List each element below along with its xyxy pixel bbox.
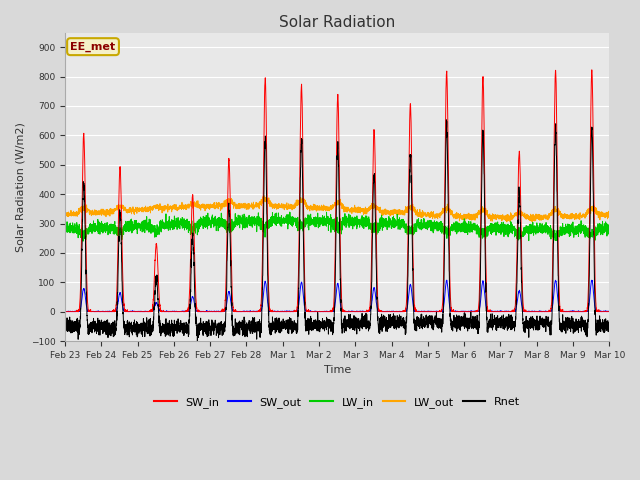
LW_out — [605, 208, 612, 214]
Rnet — [442, 117, 450, 123]
Line: LW_in: LW_in — [65, 212, 609, 241]
LW_out — [317, 204, 324, 210]
Rnet — [429, 318, 437, 324]
LW_out — [429, 214, 437, 219]
SW_in — [429, 309, 436, 314]
LW_in — [429, 227, 437, 232]
SW_out — [61, 309, 69, 314]
SW_out — [317, 309, 324, 314]
Title: Solar Radiation: Solar Radiation — [279, 15, 396, 30]
SW_in — [605, 309, 613, 314]
Rnet — [490, 320, 498, 326]
Rnet — [460, 321, 467, 327]
SW_in — [317, 309, 324, 314]
SW_in — [605, 309, 612, 314]
SW_out — [605, 309, 612, 314]
LW_in — [460, 227, 467, 232]
LW_out — [159, 204, 166, 210]
SW_in — [159, 309, 166, 314]
X-axis label: Time: Time — [324, 365, 351, 375]
Rnet — [605, 323, 613, 329]
LW_in — [490, 229, 498, 235]
Rnet — [193, 340, 201, 346]
SW_out — [443, 277, 451, 283]
Rnet — [605, 326, 612, 332]
LW_out — [490, 215, 498, 221]
Line: SW_in: SW_in — [65, 70, 609, 312]
LW_out — [506, 219, 514, 225]
SW_out — [460, 309, 467, 314]
LW_out — [605, 211, 613, 217]
LW_in — [285, 209, 293, 215]
Text: EE_met: EE_met — [70, 42, 116, 52]
SW_out — [490, 308, 498, 314]
SW_out — [429, 309, 437, 314]
Line: SW_out: SW_out — [65, 280, 609, 312]
SW_in — [588, 67, 596, 72]
LW_in — [159, 224, 167, 230]
SW_in — [459, 309, 467, 314]
SW_in — [490, 309, 498, 314]
Y-axis label: Solar Radiation (W/m2): Solar Radiation (W/m2) — [15, 122, 25, 252]
LW_in — [79, 239, 87, 244]
LW_in — [605, 223, 612, 228]
LW_in — [317, 221, 325, 227]
Rnet — [61, 324, 69, 330]
Line: Rnet: Rnet — [65, 120, 609, 343]
Line: LW_out: LW_out — [65, 196, 609, 222]
LW_out — [61, 212, 69, 217]
LW_in — [605, 225, 613, 231]
LW_in — [61, 224, 69, 229]
Rnet — [159, 323, 166, 329]
LW_out — [460, 217, 467, 223]
SW_out — [61, 309, 69, 314]
Legend: SW_in, SW_out, LW_in, LW_out, Rnet: SW_in, SW_out, LW_in, LW_out, Rnet — [150, 393, 524, 413]
Rnet — [317, 320, 324, 325]
SW_in — [61, 309, 69, 314]
LW_out — [260, 193, 268, 199]
SW_out — [159, 309, 167, 314]
SW_out — [605, 309, 613, 314]
